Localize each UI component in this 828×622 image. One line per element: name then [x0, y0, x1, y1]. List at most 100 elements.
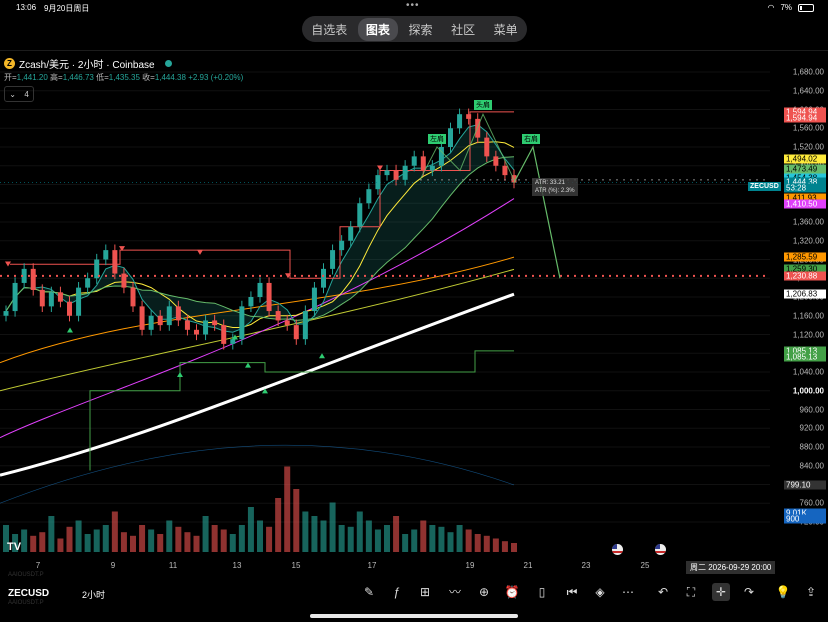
volume-bar: [57, 538, 64, 552]
price-level-tag: 1,473.49: [784, 164, 826, 174]
candle-body: [166, 306, 172, 326]
price-level-tag: 1,594.94: [784, 113, 826, 123]
volume-bar: [247, 507, 254, 552]
candle-body: [357, 203, 363, 227]
buy-signal-icon: [245, 362, 251, 368]
more-icon[interactable]: ⋯: [622, 585, 634, 599]
low-value: 1,435.35: [108, 73, 140, 82]
candle-body: [375, 175, 381, 190]
candle-body: [212, 320, 218, 326]
candle-body: [466, 114, 472, 119]
candle-body: [148, 315, 154, 330]
time-tick-label: 7: [35, 561, 41, 570]
head-label: 头肩: [474, 100, 492, 110]
price-level-tag: 799.10: [784, 480, 826, 490]
tab-3[interactable]: 社区: [451, 22, 476, 37]
candle-body: [48, 292, 54, 307]
price-level-tag: 1,454.38: [784, 173, 826, 183]
divider: [0, 50, 828, 51]
us-event-flag-icon[interactable]: [655, 544, 666, 555]
volume-bar: [166, 520, 173, 552]
top-tab-bar: 自选表 图表 探索 社区 菜单: [302, 16, 527, 42]
share-icon[interactable]: ⇪: [805, 585, 817, 599]
replay-icon[interactable]: ⏮: [566, 585, 578, 599]
pen-icon[interactable]: ✎: [363, 585, 375, 599]
sell-signal-icon: [119, 246, 125, 252]
redo-icon[interactable]: ↷: [743, 585, 755, 599]
candle-body: [257, 282, 263, 297]
right-shoulder-label: 右肩: [522, 134, 540, 144]
candle-body: [393, 170, 399, 180]
time-tick-label: 13: [232, 561, 242, 570]
volume-bar: [501, 541, 508, 552]
time-tick-label: 17: [367, 561, 377, 570]
volume-bar: [193, 535, 200, 552]
price-tick-label: 1,320.00: [792, 236, 824, 246]
grid-icon[interactable]: ⊞: [419, 585, 431, 599]
alert-icon[interactable]: ⏰: [504, 585, 520, 599]
symbol-button[interactable]: ZECUSD: [8, 588, 50, 599]
tab-0[interactable]: 自选表: [311, 22, 348, 37]
undo-icon[interactable]: ↶: [657, 585, 669, 599]
chart-type-icon[interactable]: 〰: [448, 585, 461, 599]
price-axis[interactable]: 1,680.001,640.001,600.001,560.001,520.00…: [772, 58, 828, 558]
layers-icon[interactable]: ◈: [595, 585, 605, 599]
price-level-tag: 1,285.59: [784, 252, 826, 262]
price-level-tag: 1,259.30: [784, 264, 826, 274]
price-level-tag: 1,594.94: [784, 107, 826, 117]
timeframe-button[interactable]: 2小时: [82, 590, 106, 600]
candle-body: [221, 325, 227, 344]
zcash-coin-icon: Z: [4, 58, 15, 69]
volume-bar: [293, 489, 300, 552]
candle-body: [239, 306, 245, 340]
crosshair-date-label: 周二 2026-09-29 20:00: [686, 561, 776, 574]
multitask-dots-icon[interactable]: •••: [406, 0, 420, 11]
candle-body: [366, 189, 372, 204]
add-icon[interactable]: ⊕: [478, 585, 490, 599]
candle-body: [348, 226, 354, 241]
chevron-down-icon: ⌄: [9, 89, 16, 99]
volume-bar: [447, 532, 454, 552]
volume-bar: [102, 525, 109, 552]
volume-bar: [130, 535, 136, 552]
bulb-icon[interactable]: 💡: [775, 585, 791, 599]
wifi-icon: ◠: [767, 3, 775, 12]
volume-bar: [257, 520, 263, 552]
candle-body: [3, 311, 9, 316]
price-tick-label: 1,160.00: [792, 311, 824, 321]
indicator-icon[interactable]: ƒ: [393, 585, 401, 599]
battery-icon: [798, 3, 814, 12]
price-tick-label: 1,000.00: [792, 386, 824, 396]
home-indicator[interactable]: [310, 614, 518, 618]
tab-2[interactable]: 探索: [408, 22, 433, 37]
volume-bar: [311, 516, 318, 552]
time-axis[interactable]: 7 9 11 13 15 17 19 21 23 25: [0, 561, 770, 573]
us-event-flag-icon[interactable]: [612, 544, 623, 555]
fullscreen-icon[interactable]: ⛶: [686, 585, 696, 599]
sell-signal-icon: [285, 273, 291, 279]
atr-value: ATR: 33.21: [535, 180, 565, 186]
tab-4[interactable]: 菜单: [493, 22, 518, 37]
high-value: 1,446.73: [62, 73, 94, 82]
candle-body: [402, 165, 408, 180]
volume-bar: [492, 538, 499, 552]
indicator-toggle-button[interactable]: ⌄ 4: [4, 86, 34, 102]
volume-bar: [402, 534, 409, 552]
symbol-title[interactable]: Zcash/美元 · 2小时 · Coinbase: [19, 60, 155, 71]
price-level-tag: 900: [784, 514, 826, 524]
crosshair-icon[interactable]: ✛: [712, 583, 730, 601]
tradingview-logo-icon[interactable]: TV: [7, 541, 22, 553]
candle-icon[interactable]: ▯: [538, 585, 546, 599]
change-value: +2.93 (+0.20%): [188, 73, 244, 82]
volume-bar: [384, 525, 390, 552]
left-shoulder-label: 左肩: [428, 134, 446, 144]
tab-1[interactable]: 图表: [357, 17, 398, 41]
volume-bar: [12, 534, 19, 552]
open-label: 开=: [4, 73, 17, 82]
candle-body: [484, 137, 490, 157]
price-chart[interactable]: [0, 58, 770, 558]
close-label: 收=: [142, 73, 155, 82]
candle-body: [493, 156, 499, 166]
price-tick-label: 1,360.00: [792, 217, 824, 227]
price-tick-label: 1,120.00: [792, 330, 824, 339]
